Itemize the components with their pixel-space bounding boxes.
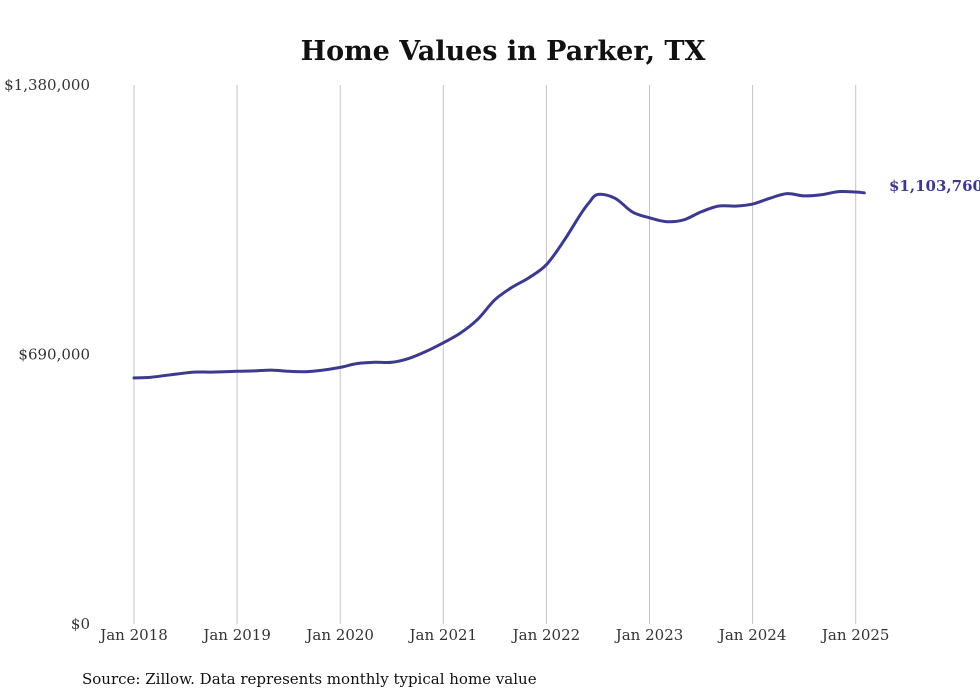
home-value-line <box>132 189 866 380</box>
x-tick-label: Jan 2019 <box>201 626 271 644</box>
x-tick-label: Jan 2024 <box>717 626 787 644</box>
x-axis-ticks: Jan 2018 Jan 2019 Jan 2020 Jan 2021 Jan 2022… <box>98 626 889 644</box>
y-axis-ticks: $1,380,000 $690,000 $0 <box>4 76 90 633</box>
y-tick-label: $690,000 <box>18 346 90 364</box>
y-tick-label: $0 <box>71 615 90 633</box>
x-tick-label: Jan 2022 <box>511 626 581 644</box>
x-tick-label: Jan 2023 <box>614 626 684 644</box>
x-tick-label: Jan 2025 <box>820 626 890 644</box>
x-tick-label: Jan 2018 <box>98 626 168 644</box>
source-note: Source: Zillow. Data represents monthly … <box>82 670 537 688</box>
grid-layer <box>133 85 857 624</box>
chart-title: Home Values in Parker, TX <box>301 36 706 67</box>
x-tick-label: Jan 2021 <box>408 626 478 644</box>
y-tick-label: $1,380,000 <box>4 76 90 94</box>
x-tick-label: Jan 2020 <box>304 626 374 644</box>
end-value-label: $1,103,760 <box>889 177 980 195</box>
